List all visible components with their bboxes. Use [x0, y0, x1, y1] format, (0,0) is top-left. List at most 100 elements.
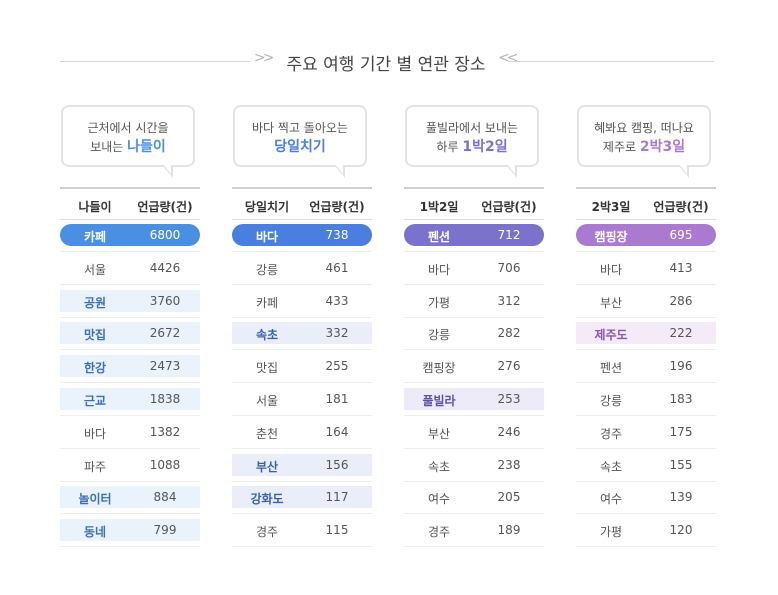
header-place: 당일치기	[244, 200, 290, 214]
ranking-column-3: 풀빌라에서 보내는 하루 1박2일 1박2일 언급량(건) 펜션 712 바다 706 가평 31…	[404, 105, 544, 548]
ranking-column-1: 근처에서 시간을 보내는 나들이 나들이 언급량(건) 카페 6800 서울 4426 공원 37…	[60, 105, 200, 548]
table-row: 부산 246	[404, 421, 544, 449]
mention-count: 799	[153, 523, 177, 538]
mention-count: 3760	[149, 293, 181, 308]
mention-count: 115	[325, 523, 349, 538]
place-label: 서울	[83, 262, 107, 277]
mention-count: 4426	[149, 260, 181, 275]
table-row: 강릉 183	[576, 388, 716, 416]
mention-count: 2672	[149, 326, 181, 341]
bubble-line2: 보내는 나들이	[63, 138, 193, 157]
place-label: 근교	[83, 393, 107, 408]
table-row: 바다 706	[404, 257, 544, 285]
bubble-tail-inner	[679, 164, 687, 174]
place-label: 파주	[83, 459, 107, 474]
bubble-prefix: 제주로	[602, 140, 640, 154]
bubble-line1: 바다 찍고 돌아오는	[252, 121, 348, 135]
mention-count: 183	[669, 391, 693, 406]
table-row: 춘천 164	[232, 421, 372, 449]
ranking-column-2: 바다 찍고 돌아오는 당일치기 당일치기 언급량(건) 바다 738 강릉 461 카페 433 속…	[232, 105, 372, 548]
mention-count: 6800	[149, 228, 181, 242]
mention-count: 1838	[149, 391, 181, 406]
header-place: 2박3일	[591, 200, 631, 214]
table-body: 펜션 712 바다 706 가평 312 강릉 282 캠핑장 276 풀빌라 253 부산 246 속초 2…	[404, 224, 544, 552]
header-count: 언급량(건)	[137, 200, 193, 214]
place-label: 가평	[599, 525, 623, 540]
title-divider-left	[60, 61, 250, 62]
mention-count: 189	[497, 523, 521, 538]
place-label: 바다	[255, 230, 279, 244]
mention-count: 332	[325, 326, 349, 341]
chevron-right-icon: >>	[254, 50, 275, 66]
place-label: 맛집	[83, 328, 107, 343]
bubble-line1: 혜봐요 캠핑, 떠나요	[594, 121, 694, 135]
bubble-line1: 근처에서 시간을	[87, 121, 169, 135]
header-count: 언급량(건)	[653, 200, 709, 214]
speech-bubble: 풀빌라에서 보내는 하루 1박2일	[405, 105, 539, 178]
header-place: 나들이	[78, 200, 112, 214]
bubble-line2: 제주로 2박3일	[579, 138, 709, 157]
mention-count: 282	[497, 326, 521, 341]
place-label: 부산	[599, 295, 623, 310]
place-label: 강릉	[599, 393, 623, 408]
bubble-tail-inner	[507, 164, 515, 174]
place-label: 카페	[83, 230, 107, 244]
place-label: 속초	[427, 459, 451, 474]
place-label: 부산	[255, 459, 279, 474]
bubble-prefix: 보내는	[90, 140, 128, 154]
table-header: 2박3일 언급량(건)	[576, 187, 716, 220]
table-body: 캠핑장 695 바다 413 부산 286 제주도 222 펜션 196 강릉 183 경주 175 속초 1…	[576, 224, 716, 552]
table-header: 당일치기 언급량(건)	[232, 187, 372, 220]
table-row: 펜션 712	[404, 224, 544, 252]
table-row: 카페 433	[232, 290, 372, 318]
bubble-highlight: 나들이	[127, 139, 166, 155]
table-header: 1박2일 언급량(건)	[404, 187, 544, 220]
place-label: 맛집	[255, 361, 279, 376]
place-label: 캠핑장	[422, 361, 456, 376]
bubble-highlight: 2박3일	[639, 139, 686, 155]
table-row: 제주도 222	[576, 322, 716, 351]
bubble-tail-inner	[335, 164, 343, 174]
place-label: 펜션	[599, 361, 623, 376]
mention-count: 205	[497, 490, 521, 505]
bubble-prefix: 하루	[436, 140, 463, 154]
place-label: 경주	[427, 525, 451, 540]
place-label: 공원	[83, 295, 107, 310]
mention-count: 156	[325, 457, 349, 472]
place-label: 부산	[427, 426, 451, 441]
mention-count: 738	[325, 228, 349, 242]
place-label: 여수	[599, 492, 623, 507]
table-row: 바다 413	[576, 257, 716, 285]
place-label: 속초	[255, 328, 279, 343]
table-row: 강릉 461	[232, 257, 372, 285]
bubble-tail-inner	[163, 164, 171, 174]
place-label: 캠핑장	[594, 230, 628, 244]
place-label: 경주	[599, 426, 623, 441]
table-row: 한강 2473	[60, 355, 200, 384]
bubble-highlight: 당일치기	[274, 139, 326, 155]
title-divider-right	[508, 61, 714, 62]
page-title: 주요 여행 기간 별 연관 장소	[286, 55, 486, 75]
mention-count: 433	[325, 293, 349, 308]
table-row: 강릉 282	[404, 322, 544, 351]
section-title-row: >> 주요 여행 기간 별 연관 장소 <<	[60, 46, 714, 78]
mention-count: 1088	[149, 457, 181, 472]
mention-count: 276	[497, 359, 521, 374]
place-label: 강릉	[255, 262, 279, 277]
mention-count: 117	[325, 490, 349, 505]
mention-count: 238	[497, 457, 521, 472]
table-row: 풀빌라 253	[404, 387, 544, 416]
ranking-column-4: 혜봐요 캠핑, 떠나요 제주로 2박3일 2박3일 언급량(건) 캠핑장 695 바다 413…	[576, 105, 716, 548]
place-label: 바다	[599, 262, 623, 277]
table-row: 캠핑장 276	[404, 355, 544, 384]
place-label: 바다	[83, 426, 107, 441]
table-row: 캠핑장 695	[576, 224, 716, 252]
mention-count: 175	[669, 424, 693, 439]
mention-count: 155	[669, 457, 693, 472]
mention-count: 884	[153, 490, 177, 505]
table-row: 서울 181	[232, 388, 372, 416]
mention-count: 255	[325, 359, 349, 374]
header-count: 언급량(건)	[481, 200, 537, 214]
mention-count: 1382	[149, 424, 181, 439]
